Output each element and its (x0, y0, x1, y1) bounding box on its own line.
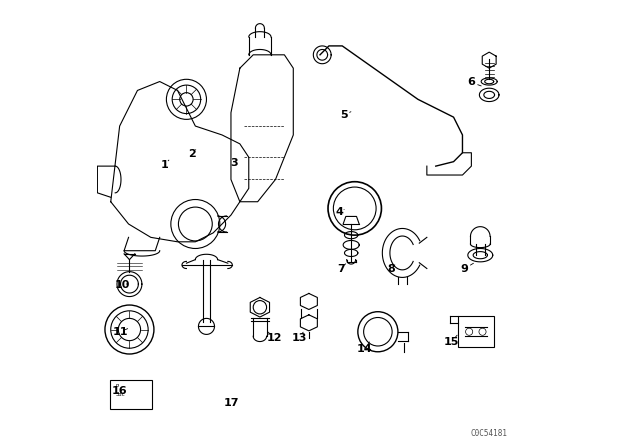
Text: 2: 2 (188, 149, 196, 159)
Text: 1: 1 (160, 160, 168, 170)
Text: 16: 16 (112, 386, 127, 396)
Text: 8: 8 (387, 264, 395, 275)
Text: 10: 10 (114, 280, 129, 290)
Text: 14: 14 (356, 344, 372, 353)
Text: 3: 3 (230, 158, 238, 168)
Text: 3dc: 3dc (115, 392, 125, 397)
Text: 7: 7 (337, 263, 345, 274)
Text: 11: 11 (113, 327, 128, 337)
Text: 17: 17 (224, 398, 239, 409)
Text: 13: 13 (291, 332, 307, 343)
Text: 5: 5 (340, 110, 348, 120)
Text: 4: 4 (335, 207, 343, 216)
Bar (458, 316, 493, 347)
Text: C0C54181: C0C54181 (470, 429, 508, 438)
Text: P: P (115, 384, 118, 389)
Text: 6: 6 (467, 78, 476, 87)
Text: 15: 15 (444, 337, 459, 347)
Text: 9: 9 (461, 263, 468, 274)
Bar (110, 380, 152, 409)
Text: 12: 12 (266, 332, 282, 343)
